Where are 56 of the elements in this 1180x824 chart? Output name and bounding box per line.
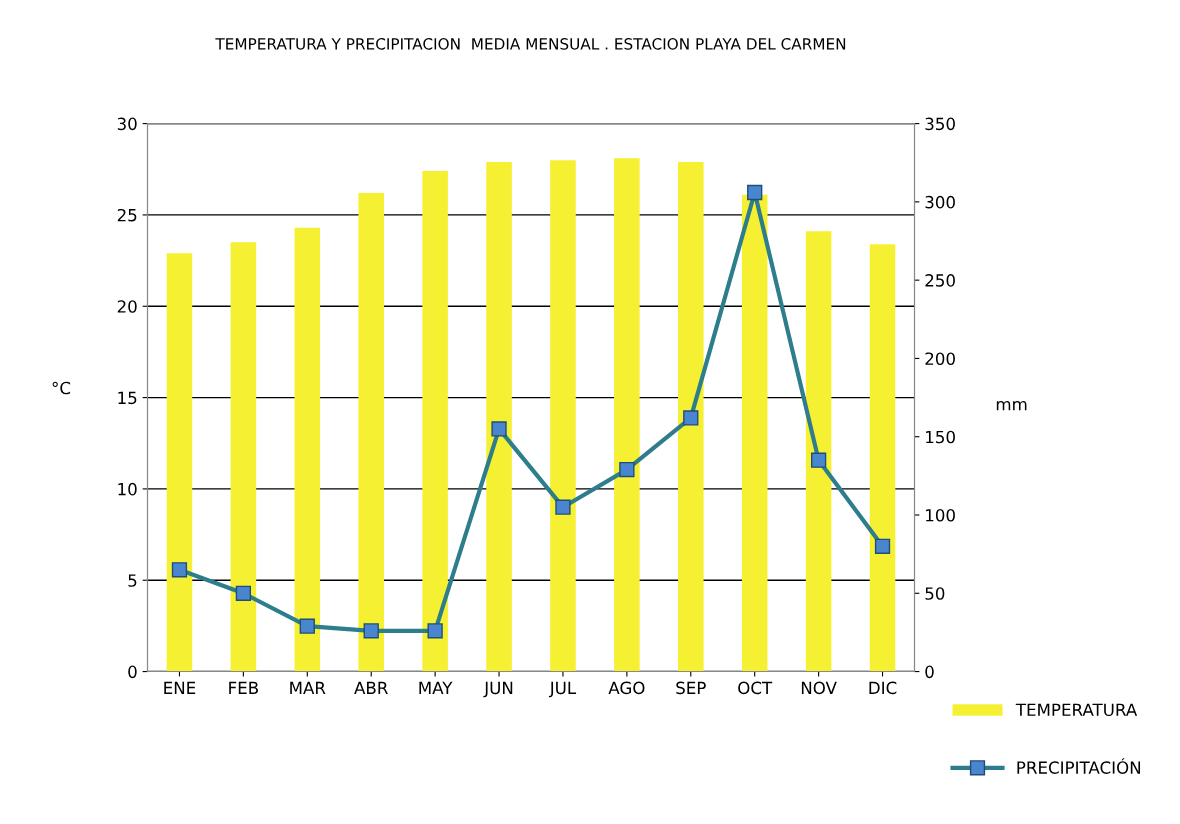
legend-label: TEMPERATURA — [1015, 703, 1138, 717]
bar — [422, 171, 448, 672]
x-tick-label: JUN — [483, 681, 513, 698]
y-tick-label: 20 — [117, 300, 137, 313]
x-tick-label: ENE — [164, 681, 196, 694]
bar — [166, 253, 193, 672]
x-tick-label: OCT — [738, 681, 773, 695]
y2-tick-label: 350 — [925, 117, 955, 131]
x-tick-label: NOV — [801, 681, 837, 695]
bar — [805, 231, 832, 672]
point — [810, 452, 827, 468]
x-tick-label: DIC — [869, 681, 897, 695]
y2-tick-label: 300 — [925, 195, 955, 209]
x-tick-label: MAY — [419, 681, 453, 694]
bar — [741, 194, 768, 672]
bar — [294, 227, 321, 672]
bar — [614, 158, 640, 672]
x-tick-label: SEP — [676, 681, 706, 695]
point — [299, 618, 315, 634]
y2-tick-label: 100 — [926, 508, 955, 522]
point — [874, 538, 891, 554]
x-tick-label: ABR — [354, 681, 388, 694]
y-axis-title: °C — [52, 381, 71, 395]
y-tick-label: 5 — [128, 574, 137, 587]
legend-label: PRECIPITACIÓN — [1017, 758, 1141, 774]
y2-axis-title: mm — [996, 400, 1027, 411]
point — [363, 623, 379, 639]
y2-tick-label: 250 — [925, 274, 955, 287]
x-tick-label: FEB — [229, 681, 258, 694]
point — [555, 499, 571, 515]
y-tick-label: 25 — [117, 208, 137, 222]
y2-tick-label: 0 — [925, 665, 934, 679]
y-tick-label: 0 — [128, 665, 137, 679]
point — [491, 421, 507, 437]
chart-title: TEMPERATURA Y PRECIPITACION MEDIA MENSUAL . ESTACION PLAYA DEL CARMEN — [215, 38, 846, 50]
bar — [358, 193, 384, 672]
point — [427, 623, 443, 639]
x-tick-label: AGO — [608, 681, 645, 695]
y-tick-label: 30 — [117, 117, 137, 131]
bar — [230, 242, 257, 672]
point — [619, 461, 635, 478]
bar — [486, 161, 512, 672]
bar — [550, 160, 576, 672]
x-tick-label: MAR — [290, 681, 326, 694]
point — [683, 410, 699, 426]
y2-tick-label: 50 — [925, 587, 945, 600]
bar — [869, 244, 896, 672]
point — [747, 184, 763, 201]
y-tick-label: 10 — [118, 482, 137, 496]
point — [235, 585, 252, 601]
point — [171, 562, 188, 578]
y2-tick-label: 200 — [925, 352, 955, 366]
y-tick-label: 15 — [118, 391, 137, 405]
y2-tick-label: 150 — [926, 430, 955, 444]
bar — [678, 161, 704, 672]
x-tick-label: JUL — [548, 681, 577, 698]
